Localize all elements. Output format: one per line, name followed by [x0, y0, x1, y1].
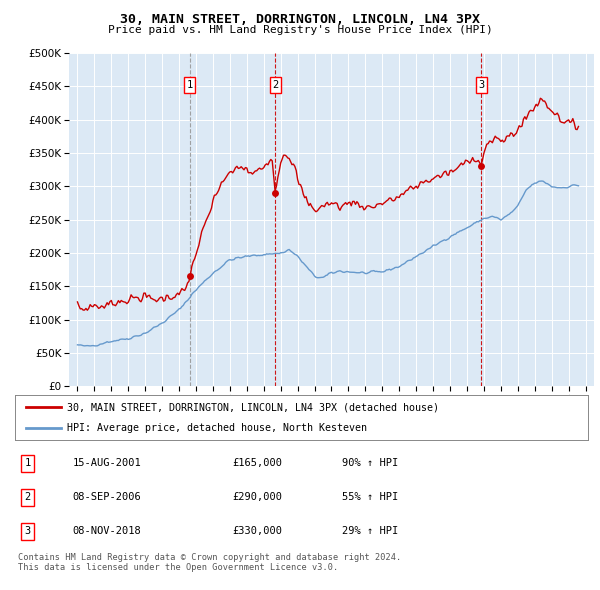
Text: 29% ↑ HPI: 29% ↑ HPI	[341, 526, 398, 536]
Text: Price paid vs. HM Land Registry's House Price Index (HPI): Price paid vs. HM Land Registry's House …	[107, 25, 493, 35]
Text: 2: 2	[272, 80, 278, 90]
Text: 1: 1	[187, 80, 193, 90]
Text: HPI: Average price, detached house, North Kesteven: HPI: Average price, detached house, Nort…	[67, 422, 367, 432]
Text: 15-AUG-2001: 15-AUG-2001	[73, 458, 141, 468]
Text: 90% ↑ HPI: 90% ↑ HPI	[341, 458, 398, 468]
Text: 3: 3	[25, 526, 31, 536]
Text: 2: 2	[25, 492, 31, 502]
Text: 30, MAIN STREET, DORRINGTON, LINCOLN, LN4 3PX (detached house): 30, MAIN STREET, DORRINGTON, LINCOLN, LN…	[67, 402, 439, 412]
Text: 08-SEP-2006: 08-SEP-2006	[73, 492, 141, 502]
Text: 30, MAIN STREET, DORRINGTON, LINCOLN, LN4 3PX: 30, MAIN STREET, DORRINGTON, LINCOLN, LN…	[120, 13, 480, 26]
Text: £290,000: £290,000	[233, 492, 283, 502]
Text: 55% ↑ HPI: 55% ↑ HPI	[341, 492, 398, 502]
Text: 08-NOV-2018: 08-NOV-2018	[73, 526, 141, 536]
Text: 1: 1	[25, 458, 31, 468]
Text: £165,000: £165,000	[233, 458, 283, 468]
Text: Contains HM Land Registry data © Crown copyright and database right 2024.
This d: Contains HM Land Registry data © Crown c…	[18, 553, 401, 572]
Text: £330,000: £330,000	[233, 526, 283, 536]
Text: 3: 3	[478, 80, 485, 90]
